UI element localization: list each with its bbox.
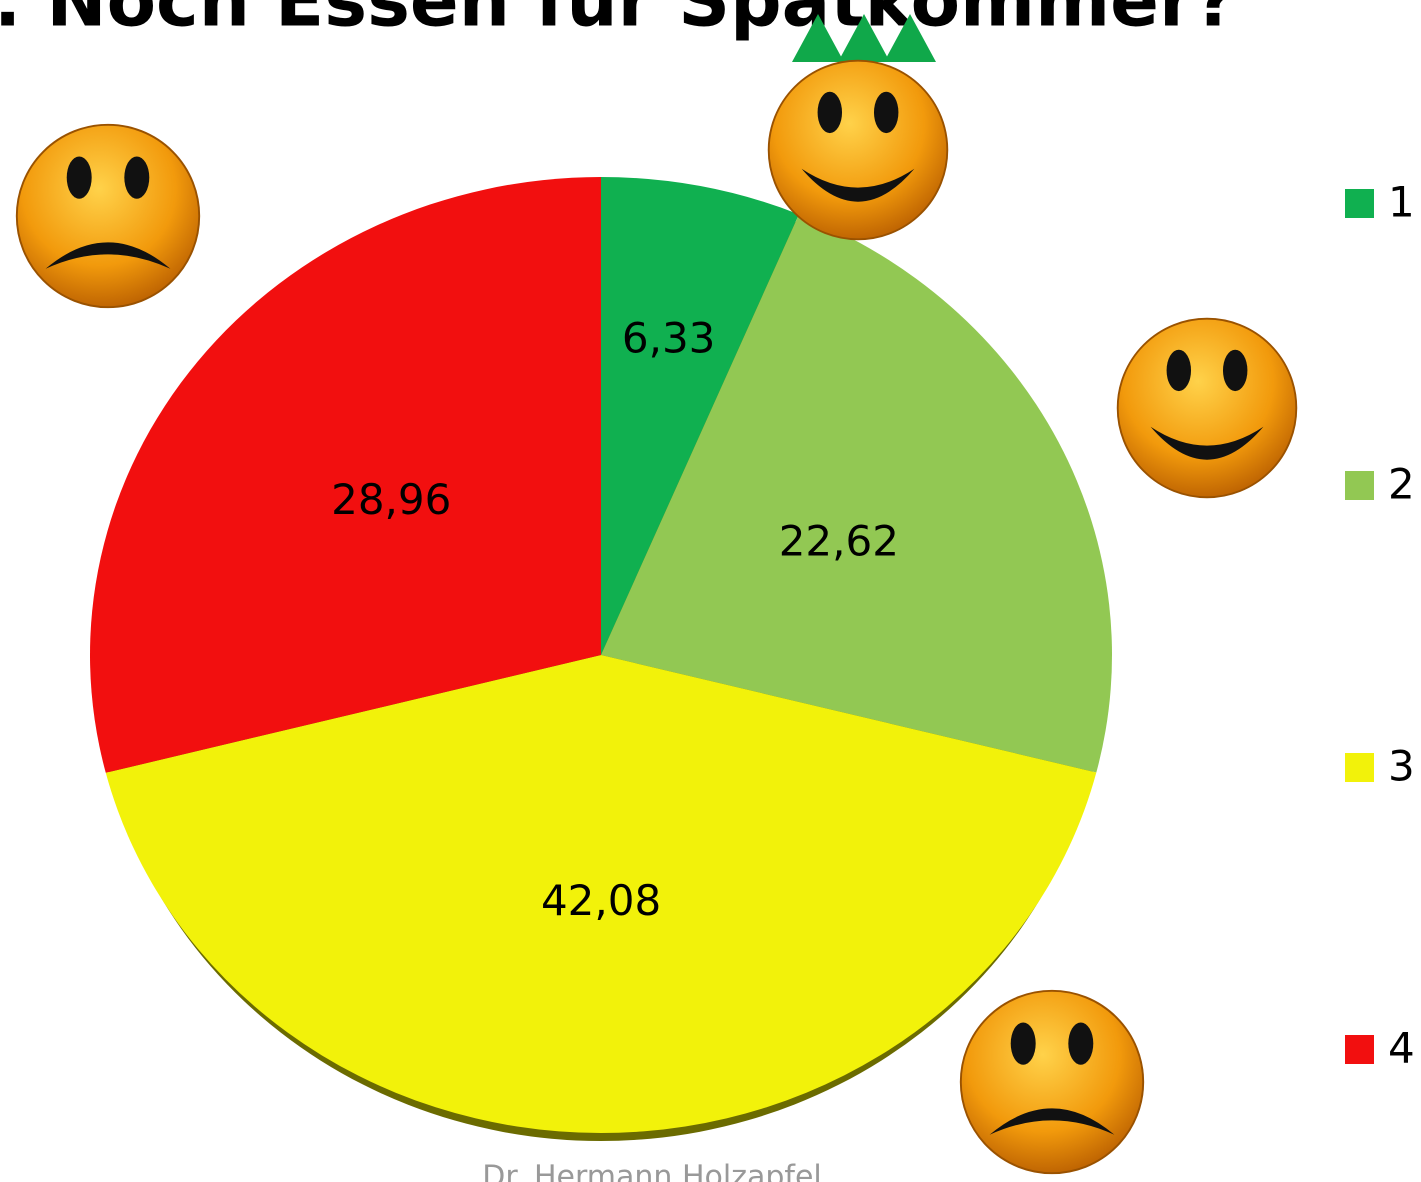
pie: 6,33 22,62 42,08 28,96	[90, 177, 1113, 1133]
smiley	[959, 989, 1145, 1175]
legend-label: 4	[1388, 1024, 1415, 1073]
data-label: 22,62	[779, 517, 899, 566]
smiley	[1116, 317, 1298, 499]
chart-title: 5. Noch Essen für Spätkommer?	[0, 0, 1236, 43]
legend-swatch	[1345, 189, 1374, 218]
legend-label: 2	[1388, 460, 1415, 509]
legend: 1 2 3 4	[1345, 178, 1415, 1073]
legend-swatch	[1345, 753, 1374, 782]
legend-swatch	[1345, 1035, 1374, 1064]
data-label: 28,96	[331, 475, 451, 524]
data-label: 6,33	[622, 314, 716, 363]
pie-slice	[601, 214, 1113, 773]
decoration	[792, 14, 936, 62]
legend-label: 1	[1388, 178, 1415, 227]
pie-slice	[601, 177, 799, 655]
pie-slice	[105, 655, 1097, 1133]
legend-swatch	[1345, 471, 1374, 500]
smiley	[767, 59, 949, 241]
data-label: 42,08	[541, 876, 661, 925]
legend-label: 3	[1388, 742, 1415, 791]
smiley	[15, 123, 201, 309]
footer: Dr. Hermann Holzapfel	[482, 1160, 822, 1182]
pie-slice	[90, 177, 602, 773]
